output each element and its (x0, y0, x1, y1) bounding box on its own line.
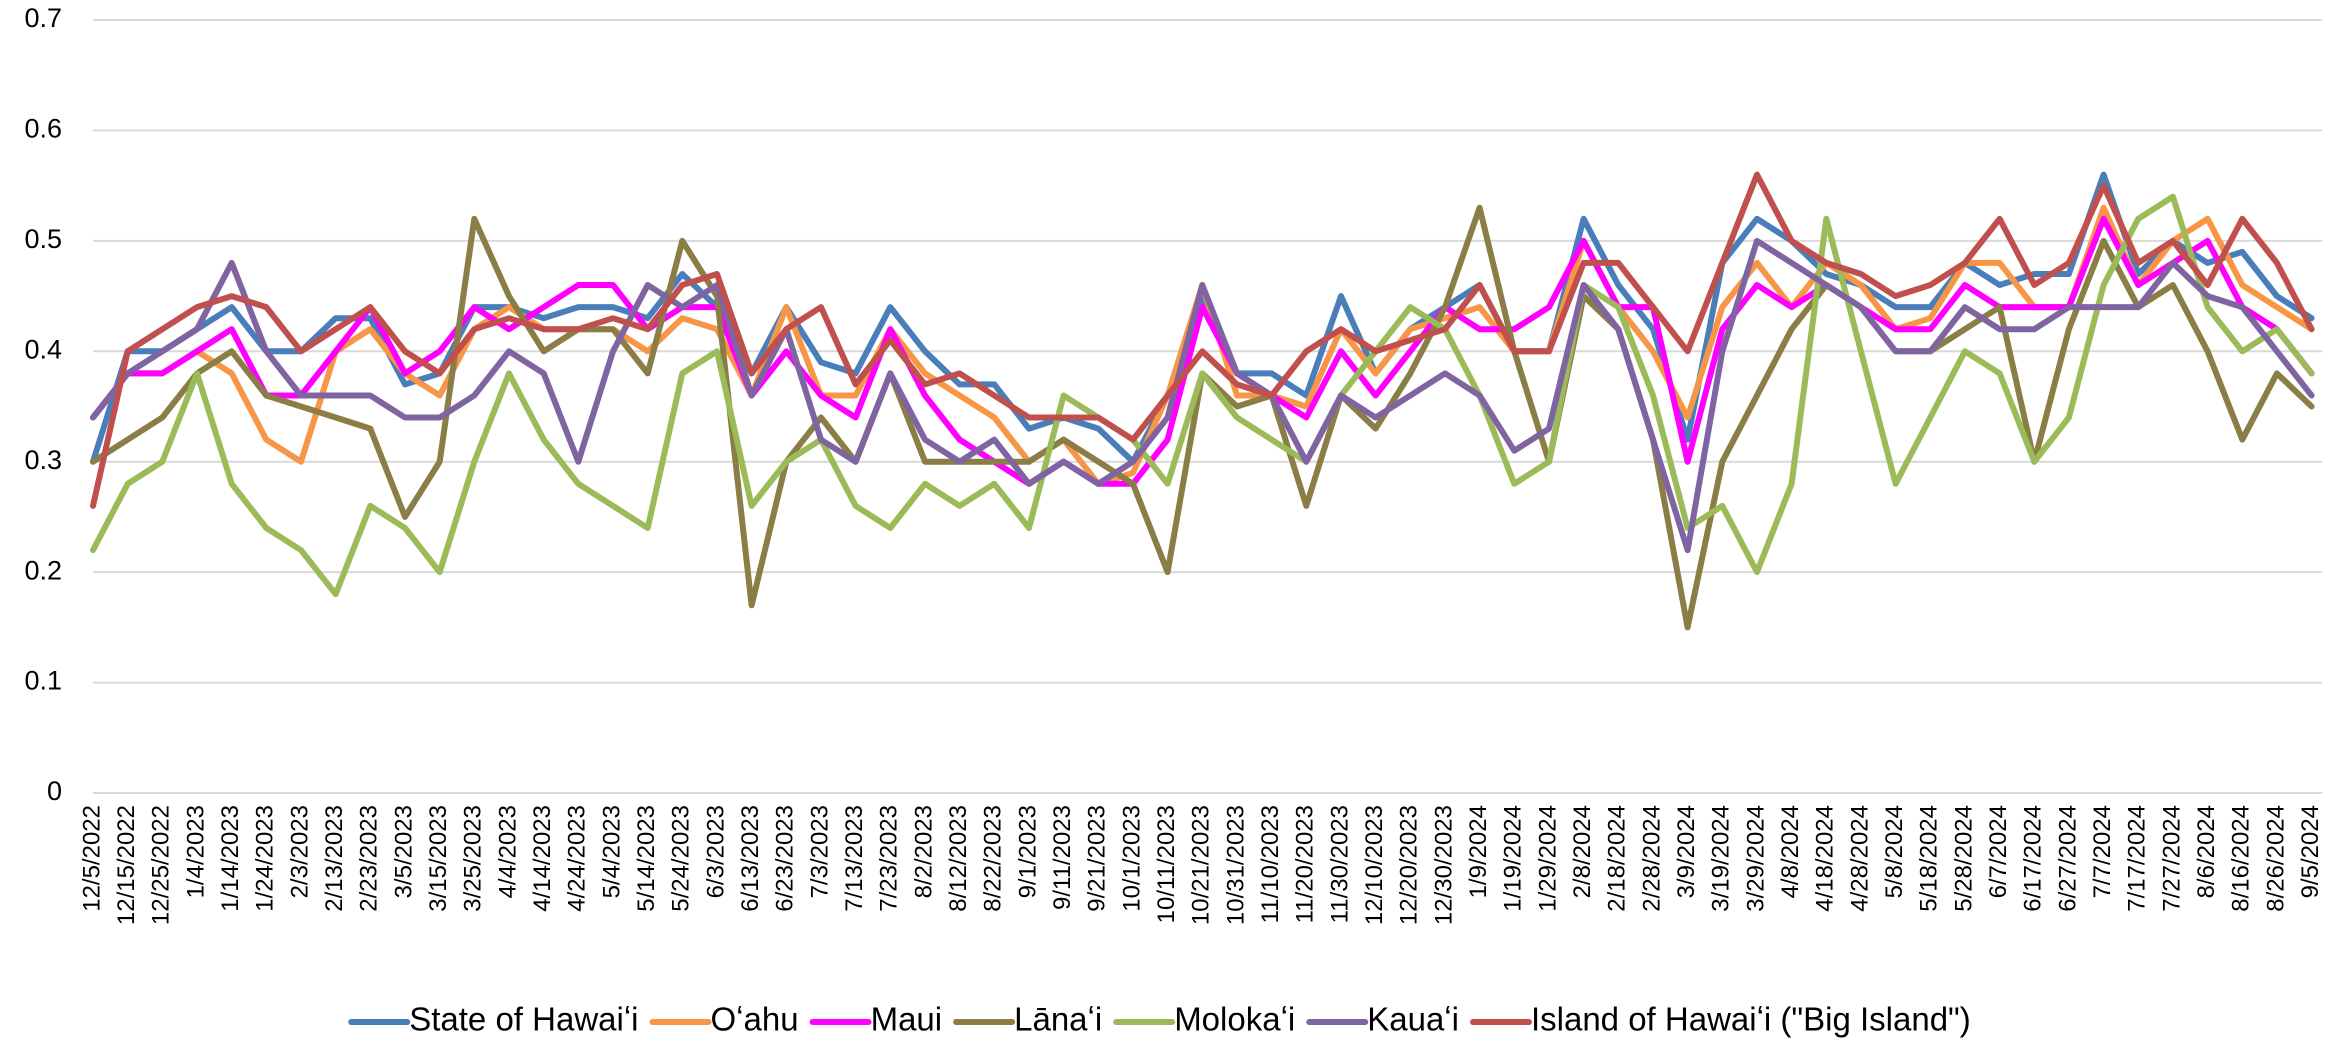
x-tick-label: 5/18/2024 (1916, 805, 1943, 912)
x-tick-label: 7/7/2024 (2089, 805, 2116, 898)
x-tick-label: 9/5/2024 (2297, 805, 2324, 898)
x-tick-label: 3/15/2023 (425, 805, 452, 912)
y-tick-label: 0.7 (24, 3, 62, 33)
x-tick-label: 9/21/2023 (1084, 805, 1111, 912)
x-tick-label: 4/28/2024 (1846, 805, 1873, 912)
series-line (90, 215, 2315, 487)
series-line (90, 171, 2315, 509)
x-tick-label: 4/8/2024 (1777, 805, 1804, 898)
x-tick-label: 5/28/2024 (1950, 805, 1977, 912)
legend-label: Oʻahu (711, 1001, 799, 1038)
x-tick-label: 4/14/2023 (529, 805, 556, 912)
x-tick-label: 12/20/2023 (1396, 805, 1423, 925)
x-tick-label: 3/9/2024 (1673, 805, 1700, 898)
y-tick-label: 0 (47, 776, 62, 806)
legend-label: Island of Hawaiʻi ("Big Island") (1531, 1001, 1971, 1038)
y-tick-label: 0.5 (24, 224, 62, 254)
x-tick-label: 8/22/2023 (980, 805, 1007, 912)
x-tick-label: 8/2/2023 (910, 805, 937, 898)
x-tick-label: 10/31/2023 (1222, 805, 1249, 925)
legend-label: Molokaʻi (1174, 1001, 1295, 1038)
y-tick-label: 0.4 (24, 334, 62, 364)
y-tick-label: 0.3 (24, 445, 62, 475)
x-tick-label: 6/23/2023 (772, 805, 799, 912)
y-tick-label: 0.1 (24, 666, 62, 696)
x-tick-label: 10/1/2023 (1118, 805, 1145, 912)
legend-label: Maui (871, 1001, 943, 1038)
y-tick-label: 0.2 (24, 555, 62, 585)
x-tick-label: 8/16/2024 (2228, 805, 2255, 912)
x-tick-label: 5/4/2023 (598, 805, 625, 898)
x-tick-label: 12/30/2023 (1430, 805, 1457, 925)
x-tick-label: 5/24/2023 (668, 805, 695, 912)
x-tick-label: 7/23/2023 (876, 805, 903, 912)
x-tick-label: 8/6/2024 (2193, 805, 2220, 898)
x-tick-label: 1/9/2024 (1465, 805, 1492, 898)
x-tick-label: 4/4/2023 (494, 805, 521, 898)
x-tick-label: 12/25/2022 (148, 805, 175, 925)
x-tick-label: 7/13/2023 (841, 805, 868, 912)
legend: State of Hawaiʻi Oʻahu Maui Lānaʻi Molokaʻi K… (348, 1001, 1971, 1038)
x-tick-label: 8/26/2024 (2262, 805, 2289, 912)
x-tick-label: 7/17/2024 (2124, 805, 2151, 912)
x-tick-label: 6/3/2023 (702, 805, 729, 898)
x-tick-label: 1/19/2024 (1500, 805, 1527, 912)
x-tick-label: 9/11/2023 (1049, 805, 1076, 910)
x-tick-label: 3/5/2023 (390, 805, 417, 898)
x-tick-label: 12/15/2022 (113, 805, 140, 925)
x-tick-label: 2/28/2024 (1638, 805, 1665, 912)
x-tick-label: 2/23/2023 (356, 805, 383, 912)
x-tick-label: 6/17/2024 (2020, 805, 2047, 912)
x-tick-label: 10/11/2023 (1153, 805, 1180, 923)
x-tick-label: 1/4/2023 (182, 805, 209, 898)
x-tick-label: 9/1/2023 (1014, 805, 1041, 898)
x-tick-label: 7/27/2024 (2158, 805, 2185, 912)
x-tick-label: 12/10/2023 (1361, 805, 1388, 925)
series-line (90, 193, 2315, 598)
legend-label: Kauaʻi (1367, 1001, 1459, 1038)
x-tick-label: 11/10/2023 (1257, 805, 1284, 923)
x-tick-label: 11/30/2023 (1326, 805, 1353, 923)
x-tick-label: 10/21/2023 (1188, 805, 1215, 925)
x-tick-label: 3/25/2023 (460, 805, 487, 912)
x-tick-label: 3/29/2024 (1742, 805, 1769, 912)
legend-label: Lānaʻi (1014, 1001, 1102, 1038)
x-tick-label: 12/5/2022 (78, 805, 105, 912)
x-tick-label: 11/20/2023 (1292, 805, 1319, 923)
x-tick-label: 7/3/2023 (806, 805, 833, 898)
x-tick-label: 2/3/2023 (286, 805, 313, 898)
x-tick-label: 5/14/2023 (633, 805, 660, 912)
y-tick-label: 0.6 (24, 114, 62, 144)
x-tick-label: 2/18/2024 (1604, 805, 1631, 912)
x-tick-label: 4/24/2023 (564, 805, 591, 912)
x-tick-label: 2/13/2023 (321, 805, 348, 912)
x-tick-label: 6/13/2023 (737, 805, 764, 912)
x-tick-label: 6/7/2024 (1985, 805, 2012, 898)
legend-label: State of Hawaiʻi (409, 1001, 638, 1038)
series-line (90, 237, 2315, 554)
x-tick-label: 1/14/2023 (217, 805, 244, 912)
x-tick-label: 6/27/2024 (2054, 805, 2081, 912)
x-tick-label: 3/19/2024 (1708, 805, 1735, 912)
x-tick-label: 1/24/2023 (252, 805, 279, 912)
x-tick-label: 8/12/2023 (945, 805, 972, 912)
x-tick-label: 2/8/2024 (1569, 805, 1596, 898)
x-tick-label: 5/8/2024 (1881, 805, 1908, 898)
x-tick-label: 1/29/2024 (1534, 805, 1561, 912)
x-tick-label: 4/18/2024 (1812, 805, 1839, 912)
